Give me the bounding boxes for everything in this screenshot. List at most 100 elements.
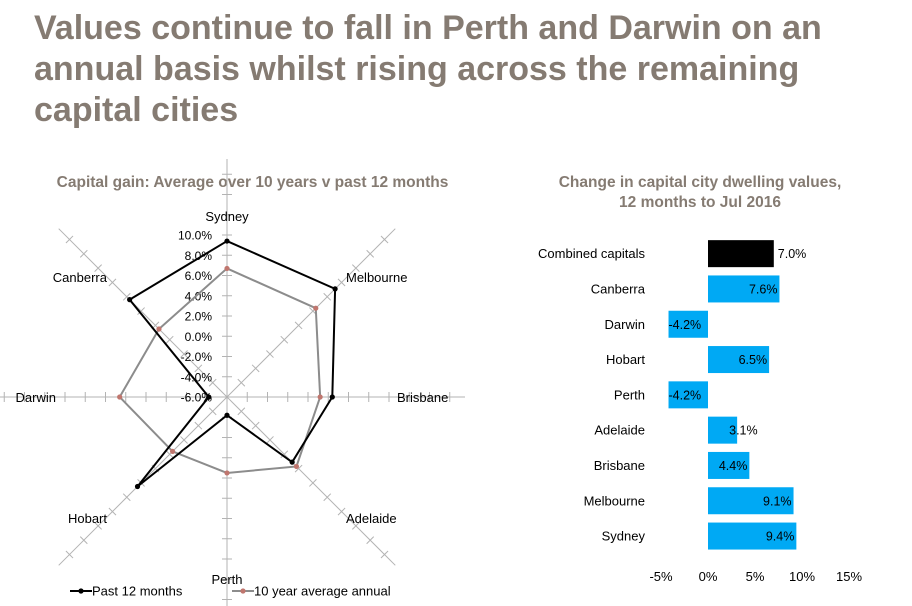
radar-axis-tick (366, 249, 375, 258)
radar-axis-tick (351, 521, 360, 530)
radar-axis-tick (280, 335, 289, 344)
radar-axis-label-canberra: Canberra (53, 270, 108, 285)
radar-axis-tick (94, 264, 103, 273)
bar-value-label: 9.4% (766, 530, 795, 544)
headline: Values continue to fall in Perth and Dar… (34, 9, 822, 129)
radar-point-10-year-average (169, 448, 176, 455)
bar-category-label-combined-capitals: Combined capitals (538, 246, 645, 261)
radar-axis-tick (194, 421, 203, 430)
radar-point-10-year-average (293, 463, 300, 470)
bar-x-tick-label: 10% (789, 569, 815, 584)
legend-marker (78, 588, 84, 594)
radar-point-10-year-average (224, 470, 230, 476)
radar-axis-tick (309, 479, 317, 487)
radar-chart: 10.0%8.0%6.0%4.0%2.0%0.0%-2.0%-4.0%-6.0%… (0, 159, 465, 606)
radar-axis-tick (280, 450, 289, 459)
bar-canberra (708, 275, 780, 303)
radar-axis-tick (251, 364, 260, 373)
radar-point-10-year-average (313, 305, 319, 311)
radar-axis-tick (323, 493, 332, 502)
radar-point-past-12-months (224, 238, 230, 244)
bar-combined-capitals (708, 240, 774, 268)
bar-perth (668, 381, 708, 409)
radar-axis-adelaide (226, 396, 396, 566)
bar-value-label: -4.2% (669, 388, 702, 402)
bar-brisbane (708, 451, 750, 479)
bar-value-label: 7.6% (749, 282, 778, 296)
radar-axis-tick (165, 450, 174, 459)
radar-axis-label-hobart: Hobart (68, 511, 107, 526)
radar-axis-tick (165, 335, 174, 344)
radar-point-10-year-average (117, 394, 123, 400)
legend-item-10-year-average: 10 year average annual (232, 584, 391, 599)
radar-tick-label: 0.0% (185, 330, 213, 344)
radar-axis-tick (208, 378, 217, 387)
radar-axis-tick (237, 378, 246, 387)
radar-point-past-12-months (206, 394, 212, 400)
bar-category-label-hobart: Hobart (606, 352, 645, 367)
radar-axis-tick (180, 350, 188, 358)
radar-axis-tick (65, 235, 74, 244)
radar-axis-tick (294, 464, 303, 473)
bar-category-label-canberra: Canberra (591, 281, 646, 296)
radar-axis-tick (194, 364, 203, 373)
radar-axis-tick (94, 521, 103, 530)
radar-axis-tick (65, 550, 74, 559)
radar-tick-label: -2.0% (181, 350, 213, 364)
radar-axis-tick (237, 407, 246, 416)
radar-point-past-12-months (224, 412, 230, 418)
bar-x-tick-label: 5% (746, 569, 765, 584)
bar-x-tick-label: 0% (699, 569, 718, 584)
bar-value-label: 4.4% (719, 459, 748, 473)
radar-point-past-12-months (127, 297, 133, 303)
radar-axis-tick (337, 278, 346, 287)
radar-tick-label: 6.0% (185, 269, 213, 283)
radar-axis-label-adelaide: Adelaide (346, 511, 397, 526)
bar-category-label-perth: Perth (614, 387, 645, 402)
bar-adelaide (708, 416, 738, 444)
bar-value-label: 7.0% (778, 247, 807, 261)
radar-axis-tick (108, 507, 117, 516)
radar-point-past-12-months (289, 459, 295, 465)
bar-melbourne (708, 487, 794, 515)
bar-chart-title-line-1: Change in capital city dwelling values, (558, 174, 842, 191)
radar-point-10-year-average (224, 265, 230, 272)
radar-axis-tick (351, 264, 360, 273)
bar-chart: Combined capitals 7.0% Canberra 7.6% Darwin -… (538, 240, 862, 584)
bar-category-label-brisbane: Brisbane (594, 458, 645, 473)
bar-sydney (708, 522, 797, 550)
bar-category-label-darwin: Darwin (605, 317, 645, 332)
radar-axis-label-melbourne: Melbourne (346, 270, 407, 285)
radar-axis-tick (108, 278, 117, 287)
bar-chart-title: Change in capital city dwelling values, … (505, 173, 895, 213)
radar-axis-label-sydney: Sydney (205, 209, 249, 224)
bar-value-label: 3.1% (729, 424, 758, 438)
radar-axis-tick (208, 407, 217, 416)
radar-axis-tick (380, 235, 389, 244)
radar-axis-tick (266, 350, 274, 358)
radar-axis-label-perth: Perth (211, 572, 242, 587)
radar-axis-tick (266, 436, 274, 444)
radar-axis-melbourne (226, 228, 396, 398)
radar-chart-title: Capital gain: Average over 10 years v pa… (56, 174, 449, 191)
legend-label: 10 year average annual (254, 584, 391, 599)
radar-axis-label-brisbane: Brisbane (397, 390, 448, 405)
bar-hobart (708, 346, 770, 374)
radar-series-line-past-12-months (128, 239, 337, 488)
radar-axis-tick (251, 421, 260, 430)
bar-category-label-sydney: Sydney (602, 529, 646, 544)
legend-item-past-12-months: Past 12 months (70, 584, 183, 599)
radar-tick-label: 8.0% (185, 249, 213, 263)
radar-axis-canberra (58, 228, 228, 398)
radar-point-past-12-months (134, 483, 141, 490)
bar-x-tick-label: -5% (649, 569, 673, 584)
radar-axis-tick (79, 536, 88, 545)
radar-point-10-year-average (317, 394, 323, 400)
bar-category-label-melbourne: Melbourne (584, 493, 645, 508)
legend-label: Past 12 months (92, 584, 183, 599)
bar-category-label-adelaide: Adelaide (594, 423, 645, 438)
radar-tick-label: 2.0% (185, 310, 213, 324)
radar-axis-tick (294, 321, 303, 330)
radar-axis-tick (137, 307, 145, 315)
